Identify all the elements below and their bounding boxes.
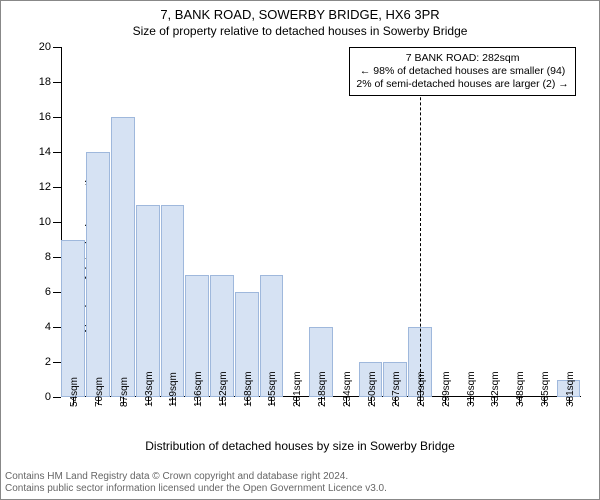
histogram-bar [136,205,160,398]
footer-attribution: Contains HM Land Registry data © Crown c… [5,471,387,495]
y-tick-label: 16 [39,111,51,123]
y-tick [53,327,61,328]
footer-line-1: Contains HM Land Registry data © Crown c… [5,471,387,483]
property-marker-line [420,47,421,397]
plot-area: 0246810121416182054sqm70sqm87sqm103sqm11… [61,47,581,397]
y-tick [53,47,61,48]
histogram-bar [86,152,110,397]
x-tick-label: 316sqm [466,371,477,407]
x-tick-label: 267sqm [391,371,402,407]
x-tick-label: 70sqm [94,377,105,407]
y-tick [53,117,61,118]
x-axis-label: Distribution of detached houses by size … [1,439,599,453]
y-tick [53,257,61,258]
x-tick-label: 365sqm [540,371,551,407]
x-tick-label: 283sqm [416,371,427,407]
x-tick-label: 103sqm [144,371,155,407]
histogram-bar [61,240,85,398]
annotation-line: 7 BANK ROAD: 282sqm [356,52,568,65]
histogram-bar [161,205,185,398]
y-tick-label: 10 [39,216,51,228]
y-tick-label: 2 [45,356,51,368]
y-tick-label: 6 [45,286,51,298]
x-tick-label: 201sqm [292,371,303,407]
annotation-line: 2% of semi-detached houses are larger (2… [356,78,568,91]
y-tick [53,152,61,153]
y-tick [53,397,61,398]
y-tick [53,292,61,293]
y-tick-label: 8 [45,251,51,263]
x-tick-label: 218sqm [317,371,328,407]
histogram-bar [111,117,135,397]
y-tick-label: 12 [39,181,51,193]
y-tick [53,362,61,363]
chart-title: 7, BANK ROAD, SOWERBY BRIDGE, HX6 3PR [1,7,599,22]
x-tick-label: 299sqm [441,371,452,407]
chart-container: 7, BANK ROAD, SOWERBY BRIDGE, HX6 3PR Si… [0,0,600,500]
x-tick-label: 152sqm [218,371,229,407]
x-tick-label: 185sqm [267,371,278,407]
x-tick-label: 234sqm [342,371,353,407]
chart-subtitle: Size of property relative to detached ho… [1,24,599,38]
annotation-box: 7 BANK ROAD: 282sqm← 98% of detached hou… [349,47,575,96]
y-tick-label: 20 [39,41,51,53]
x-tick-label: 119sqm [168,372,179,407]
plot: 0246810121416182054sqm70sqm87sqm103sqm11… [61,47,581,397]
footer-line-2: Contains public sector information licen… [5,483,387,495]
x-tick-label: 332sqm [490,371,501,407]
y-tick-label: 0 [45,391,51,403]
x-tick-label: 168sqm [243,371,254,407]
y-tick [53,222,61,223]
y-tick-label: 14 [39,146,51,158]
title-block: 7, BANK ROAD, SOWERBY BRIDGE, HX6 3PR Si… [1,1,599,38]
annotation-line: ← 98% of detached houses are smaller (94… [356,65,568,78]
x-tick-label: 381sqm [565,371,576,407]
y-tick [53,82,61,83]
x-tick-label: 348sqm [515,371,526,407]
y-tick-label: 18 [39,76,51,88]
y-tick-label: 4 [45,321,51,333]
x-tick-label: 87sqm [119,377,130,407]
y-tick [53,187,61,188]
x-tick-label: 250sqm [367,371,378,407]
x-tick-label: 136sqm [193,371,204,407]
x-tick-label: 54sqm [69,377,80,407]
